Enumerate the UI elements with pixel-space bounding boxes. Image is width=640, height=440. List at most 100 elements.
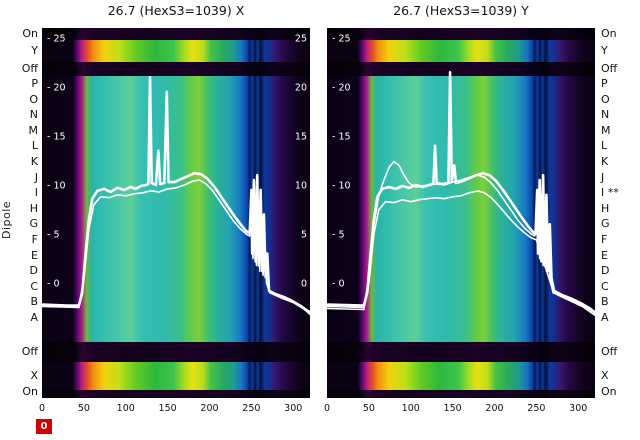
x-tick-x-250: 250	[242, 403, 261, 414]
x-tick-y-200: 200	[485, 403, 504, 414]
right-axis-label-x: X	[601, 369, 609, 382]
x-tick-x-300: 300	[284, 403, 303, 414]
heatmap-band-off-bottom	[327, 342, 595, 362]
x-tick-y-250: 250	[527, 403, 546, 414]
signal-trace-2	[327, 160, 595, 315]
panel-title-y: 26.7 (HexS3=1039) Y	[393, 3, 529, 18]
left-axis-label-j: J	[34, 170, 38, 184]
right-axis-label-g: G	[601, 217, 610, 231]
inner-scale-label-left: - 25	[332, 34, 351, 45]
inner-scale-label-right: 20	[295, 83, 307, 94]
right-axis-label-on: On	[601, 27, 617, 40]
x-tick-y-300: 300	[569, 403, 588, 414]
left-axis-label-m: M	[28, 123, 39, 137]
heatmap-band-on-bottom	[327, 390, 595, 398]
right-axis-label-j: J	[601, 170, 605, 184]
inner-scale-label-left: - 20	[332, 83, 351, 94]
right-axis-label-m: M	[601, 123, 611, 137]
left-axis-label-h: H	[29, 201, 38, 215]
left-axis-label-on: On	[22, 27, 38, 40]
x-tick-x-0: 0	[38, 403, 46, 414]
heatmap-band-on-top	[327, 28, 595, 40]
panel-title-x: 26.7 (HexS3=1039) X	[107, 3, 245, 18]
x-tick-y-50: 50	[362, 403, 375, 414]
heatmap-band-x-row	[42, 362, 310, 390]
x-tick-x-50: 50	[77, 403, 90, 414]
x-tick-y-100: 100	[401, 403, 420, 414]
inner-scale-label-right: 10	[295, 181, 307, 192]
heatmap-band-dipole-main	[327, 76, 595, 342]
right-axis-label-on: On	[601, 385, 617, 398]
left-axis-label-l: L	[31, 139, 38, 153]
heatmap-panel-y: - 25 - 20 - 15 - 10 - 5 - 0	[327, 28, 595, 398]
heatmap-canvas-y: - 25 - 20 - 15 - 10 - 5 - 0	[327, 28, 595, 398]
left-axis-label-off: Off	[21, 62, 38, 75]
inner-scale-label-right: 15	[295, 132, 307, 143]
left-axis-label-g: G	[29, 217, 38, 231]
inner-scale-label-left: - 0	[332, 279, 345, 290]
left-axis-label-a: A	[30, 311, 38, 324]
x-tick-x-100: 100	[116, 403, 135, 414]
heatmap-panel-x: - 25 - 20 - 15 - 10 - 5 - 0 25 20 15 10 5 0	[42, 28, 310, 398]
left-axis-label-on: On	[22, 385, 38, 398]
left-axis-label-e: E	[31, 248, 38, 262]
heatmap-band-off-top	[42, 62, 310, 76]
inner-scale-label-right: 0	[301, 279, 307, 290]
selected-tick-badge: 0	[36, 419, 52, 434]
left-axis-label-x: X	[30, 369, 38, 382]
x-tick-x-150: 150	[158, 403, 177, 414]
inner-scale-label-left: - 15	[332, 132, 351, 143]
heatmap-band-y-row	[327, 40, 595, 62]
inner-scale-label-right: 5	[301, 230, 307, 241]
signal-trace-2	[42, 179, 310, 316]
right-axis-label-off: Off	[601, 345, 618, 358]
x-tick-y-150: 150	[443, 403, 462, 414]
left-axis-label-n: N	[29, 108, 38, 122]
inner-scale-label-left: - 15	[47, 132, 66, 143]
right-axis-label-e: E	[601, 248, 608, 262]
heatmap-band-dipole-main	[42, 76, 310, 342]
right-axis-label-n: N	[601, 108, 610, 122]
right-axis-label-y: Y	[601, 44, 608, 57]
left-axis-label-d: D	[29, 264, 38, 278]
inner-scale-label-left: - 20	[47, 83, 66, 94]
x-tick-x-200: 200	[200, 403, 219, 414]
inner-scale-label-left: - 10	[332, 181, 351, 192]
inner-scale-label-left: - 25	[47, 34, 66, 45]
right-axis-label-b: B	[601, 295, 609, 309]
right-axis-label-o: O	[601, 92, 610, 106]
left-axis-label-off: Off	[21, 345, 38, 358]
heatmap-band-off-top	[327, 62, 595, 76]
inner-scale-label-left: - 10	[47, 181, 66, 192]
right-axis-label-p: P	[601, 77, 608, 90]
heatmap-band-on-top	[42, 28, 310, 40]
heatmap-band-x-row	[327, 362, 595, 390]
inner-scale-label-left: - 5	[332, 230, 345, 241]
inner-scale-label-right: 25	[295, 34, 307, 45]
x-tick-y-0: 0	[323, 403, 331, 414]
right-axis-label-k: K	[601, 155, 609, 168]
right-axis-label-a: A	[601, 311, 609, 324]
right-axis-label-i: I **	[601, 186, 619, 200]
left-axis-label-i: I	[34, 186, 38, 200]
right-axis-label-l: L	[601, 139, 608, 153]
heatmap-band-y-row	[42, 40, 310, 62]
left-axis-label-k: K	[30, 155, 38, 168]
left-axis-label-f: F	[31, 233, 38, 246]
right-axis-label-f: F	[601, 233, 608, 246]
inner-scale-label-left: - 0	[47, 279, 60, 290]
heatmap-band-on-bottom	[42, 390, 310, 398]
left-axis-label-p: P	[31, 77, 38, 90]
left-axis-label-o: O	[29, 92, 38, 106]
right-axis-label-d: D	[601, 264, 610, 278]
left-axis-label-b: B	[30, 295, 38, 309]
inner-scale-label-left: - 5	[47, 230, 60, 241]
left-axis-label-c: C	[30, 279, 38, 293]
signal-trace-3	[327, 190, 595, 317]
heatmap-band-off-bottom	[42, 342, 310, 362]
signal-trace-1	[327, 70, 595, 314]
heatmap-canvas-x: - 25 - 20 - 15 - 10 - 5 - 0 25 20 15 10 5 0	[42, 28, 310, 398]
right-axis-label-c: C	[601, 279, 609, 293]
right-axis-label-h: H	[601, 201, 610, 215]
